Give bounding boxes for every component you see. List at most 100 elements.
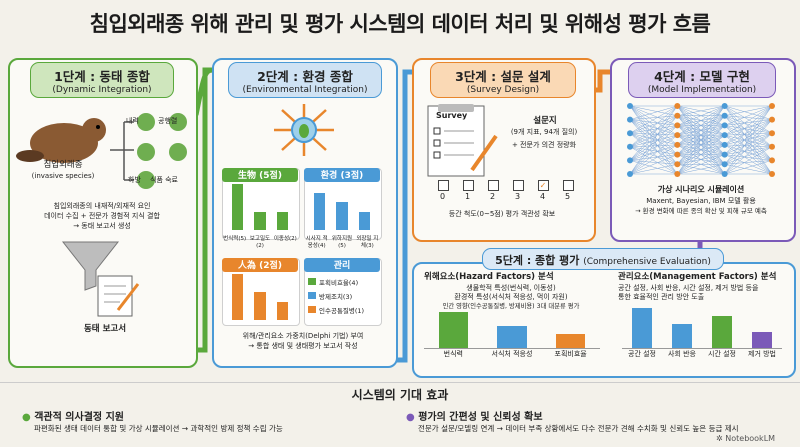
mgmt-factor-line-1: 통한 효율적인 관리 방안 도출: [618, 293, 705, 301]
hazard-bar: [438, 312, 468, 348]
nn-node: [721, 103, 728, 109]
nn-node: [769, 116, 775, 123]
nn-node: [721, 161, 728, 168]
stage3-header: 3단계 : 설문 설계 (Survey Design): [430, 62, 576, 98]
human-bars: [226, 274, 294, 320]
nn-node: [769, 103, 775, 109]
mgmt-factor-line-0: 공간 설정, 사회 반응, 시간 설정, 제거 방법 등을: [618, 284, 759, 292]
mgmt-bar: [712, 316, 732, 348]
scale-number: 4: [539, 192, 546, 201]
mgmt-cat-label: 사회 반응: [668, 350, 696, 358]
nn-node: [674, 171, 681, 177]
bio-chart-label: 生物 (5점): [222, 168, 298, 182]
stage3-q-title: 설문지: [533, 116, 557, 126]
scale-checkbox: [462, 180, 474, 191]
page-title: 침입외래종 위해 관리 및 평가 시스템의 데이터 처리 및 위해성 평가 흐름: [89, 12, 711, 36]
effect-right-body: 전문가 설문/모델링 연계 → 데이터 부족 상황에서도 다수 전문가 견해 수…: [418, 424, 739, 433]
watermark: ✲ NotebookLM: [716, 434, 775, 443]
effect-right-head-text: 평가의 간편성 및 신뢰성 확보: [418, 412, 543, 423]
stage2-subtitle: (Environmental Integration): [242, 85, 368, 95]
nn-node: [627, 130, 633, 137]
nn-node: [674, 132, 681, 139]
bio-bars: [226, 184, 294, 230]
scale-number: 1: [464, 192, 471, 201]
effect-left-head: ● 객관적 의사결정 지원: [22, 408, 124, 423]
divider: [0, 382, 800, 383]
hazard-chart: [424, 312, 600, 349]
human-bar: [231, 274, 243, 320]
scale-number: 3: [514, 192, 521, 201]
mgmt-cat-label: 시간 설정: [708, 350, 736, 358]
mgmt-bar: [672, 324, 692, 348]
nn-node: [721, 132, 728, 139]
env-cat-label: 위하지원 (5): [331, 236, 353, 249]
mgmt-bar: [752, 332, 772, 348]
mgmt-factor-categories: 공간 설정 사회 반응 시간 설정 제거 방법: [622, 350, 782, 360]
hazard-bar: [556, 333, 586, 348]
bio-bar: [254, 211, 266, 230]
mgmt-factor-chart: [622, 308, 782, 349]
stage3-scale-desc: 등간 척도(0~5점) 평가 객관성 확보: [448, 210, 556, 218]
env-cat-label: 시사지 적응성(4): [305, 236, 328, 249]
mgmt-factor-title: 관리요소(Management Factors) 분석: [618, 272, 777, 282]
bio-bar: [231, 184, 243, 230]
hazard-line-2: 인간 영향(인수공통질병, 방제비용) 3대 대분류 평가: [442, 303, 580, 310]
stage5-subtitle: (Comprehensive Evaluation): [583, 257, 711, 267]
bio-bar: [277, 211, 289, 230]
stage1-species-en: (invasive species): [31, 172, 95, 180]
env-bar: [336, 202, 348, 230]
scale-checkbox: [562, 180, 574, 191]
survey-sheet-icon: [427, 104, 498, 177]
survey-label: Survey: [436, 111, 468, 120]
nn-node: [627, 171, 633, 177]
scale-checkbox: ✓: [537, 180, 549, 191]
bio-cat-label: 이종성(2): [273, 236, 297, 242]
stage2-title: 2단계 : 환경 종합: [257, 69, 353, 84]
scale-number: 5: [564, 192, 571, 201]
stage1-desc2: 데이터 수집 + 전문가 경험적 지식 결합: [44, 212, 160, 220]
neural-network-icon: [627, 103, 775, 177]
stage2-desc2: → 통합 생태 및 생태평가 보고서 작성: [248, 342, 358, 350]
nn-node: [721, 122, 728, 129]
beaver-icon: [16, 118, 106, 163]
hazard-line-0: 생물학적 특성(번식력, 이동성): [466, 284, 556, 292]
stage2-desc1: 위해/관리요소 가중치(Delphi 기법) 부여: [242, 332, 364, 340]
stage1-icon-label-3: 식품 숙료: [150, 176, 178, 184]
hazard-cat-label: 번식력: [443, 350, 463, 358]
mgmt-legend-2: 인수공통질병(1): [319, 307, 365, 315]
nn-node: [721, 151, 728, 158]
nn-node: [674, 141, 681, 148]
food-icon: [169, 143, 187, 161]
stage1-report-label: 동태 보고서: [83, 324, 127, 334]
stage1-icon-label-2: 하방: [128, 176, 141, 184]
stage5-panel: [412, 262, 796, 378]
funnel-icon: [61, 241, 140, 317]
nn-node: [627, 116, 633, 123]
downstream-icon: [137, 171, 155, 189]
mgmt-cat-label: 제거 방법: [748, 350, 776, 358]
env-chart-label: 환경 (3점): [304, 168, 380, 182]
human-chart-label: 人為 (2점): [222, 258, 298, 272]
scale-checkbox: [512, 180, 524, 191]
stage4-title: 4단계 : 모델 구현: [654, 69, 750, 84]
stage4-desc3: → 환경 변화에 따른 종의 확산 및 피해 규모 예측: [635, 207, 767, 215]
env-bar: [313, 193, 325, 230]
mgmt-legend-1: 방제조치(3): [319, 293, 353, 301]
effects-title: 시스템의 기대 효과: [351, 388, 449, 402]
bullet-icon: ●: [22, 412, 35, 423]
watermark-text: NotebookLM: [725, 434, 776, 443]
stage1-icon-tree: [110, 113, 187, 189]
effect-left-head-text: 객관적 의사결정 지원: [34, 412, 124, 423]
stage1-subtitle: (Dynamic Integration): [52, 85, 152, 95]
nn-node: [769, 171, 775, 177]
nn-node: [674, 112, 681, 119]
bullet-icon: ●: [406, 412, 419, 423]
matrix-icon: [169, 113, 187, 131]
effect-left-body: 파편화된 생태 데이터 통합 및 가상 시뮬레이션 → 과학적인 방제 정책 수…: [34, 424, 283, 433]
scale-checkbox: [437, 180, 449, 191]
stage1-desc3: → 동태 보고서 생성: [73, 222, 131, 230]
notebooklm-logo-icon: ✲: [716, 434, 726, 443]
arrow-3-4: [592, 69, 612, 93]
stage1-icon-label-0: 내력: [126, 117, 139, 125]
stage2-header: 2단계 : 환경 종합 (Environmental Integration): [228, 62, 382, 98]
